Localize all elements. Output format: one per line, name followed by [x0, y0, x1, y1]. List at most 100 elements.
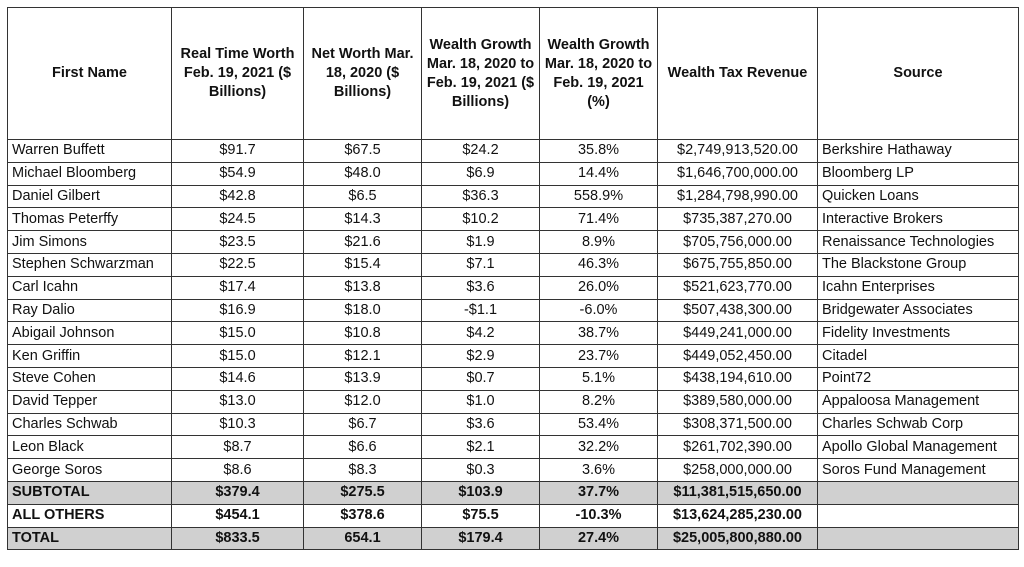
cell-net-worth: $15.4 [303, 252, 422, 277]
cell-first-name: Ray Dalio [7, 298, 172, 323]
cell-net-worth: $21.6 [303, 230, 422, 254]
cell-first-name: TOTAL [7, 526, 172, 551]
header-wealth-tax-revenue: Wealth Tax Revenue [657, 7, 818, 140]
cell-wealth-growth-billions: $10.2 [421, 207, 540, 232]
cell-wealth-growth-percent: 8.2% [539, 389, 658, 414]
cell-first-name: Carl Icahn [7, 275, 172, 300]
cell-real-time-worth: $454.1 [171, 503, 304, 528]
cell-real-time-worth: $23.5 [171, 230, 304, 254]
cell-source: Fidelity Investments [817, 321, 1019, 346]
cell-net-worth: $48.0 [303, 161, 422, 186]
cell-real-time-worth: $15.0 [171, 321, 304, 346]
cell-wealth-growth-billions: $75.5 [421, 503, 540, 528]
cell-wealth-growth-percent: 558.9% [539, 184, 658, 209]
cell-source: Soros Fund Management [817, 458, 1019, 482]
cell-real-time-worth: $14.6 [171, 366, 304, 391]
cell-real-time-worth: $24.5 [171, 207, 304, 232]
table-row: Leon Black $8.7 $6.6 $2.1 32.2% $261,702,390.… [7, 435, 1019, 460]
cell-wealth-tax-revenue: $449,241,000.00 [657, 321, 818, 346]
cell-wealth-growth-billions: $103.9 [421, 480, 540, 505]
cell-first-name: Leon Black [7, 435, 172, 460]
cell-wealth-growth-billions: $7.1 [421, 252, 540, 277]
table-row: Michael Bloomberg $54.9 $48.0 $6.9 14.4% $1,6… [7, 161, 1019, 186]
cell-source: Apollo Global Management [817, 435, 1019, 460]
cell-first-name: Michael Bloomberg [7, 161, 172, 186]
table-row: Jim Simons $23.5 $21.6 $1.9 8.9% $705,756,000… [7, 230, 1019, 254]
cell-wealth-growth-billions: $0.7 [421, 366, 540, 391]
cell-wealth-growth-percent: 3.6% [539, 458, 658, 482]
cell-wealth-growth-percent: 8.9% [539, 230, 658, 254]
cell-wealth-growth-percent: 23.7% [539, 344, 658, 368]
cell-wealth-tax-revenue: $705,756,000.00 [657, 230, 818, 254]
cell-wealth-growth-billions: $1.9 [421, 230, 540, 254]
cell-wealth-growth-billions: $0.3 [421, 458, 540, 482]
cell-wealth-tax-revenue: $13,624,285,230.00 [657, 503, 818, 528]
cell-source: Appaloosa Management [817, 389, 1019, 414]
cell-real-time-worth: $379.4 [171, 480, 304, 505]
cell-source: Berkshire Hathaway [817, 139, 1019, 163]
cell-real-time-worth: $15.0 [171, 344, 304, 368]
cell-wealth-growth-billions: $2.9 [421, 344, 540, 368]
cell-wealth-tax-revenue: $308,371,500.00 [657, 412, 818, 437]
cell-source [817, 503, 1019, 528]
cell-wealth-growth-billions: $1.0 [421, 389, 540, 414]
cell-source [817, 526, 1019, 551]
cell-real-time-worth: $10.3 [171, 412, 304, 437]
cell-wealth-tax-revenue: $261,702,390.00 [657, 435, 818, 460]
cell-net-worth: $13.9 [303, 366, 422, 391]
cell-first-name: George Soros [7, 458, 172, 482]
cell-net-worth: 654.1 [303, 526, 422, 551]
header-wealth-growth-billions: Wealth Growth Mar. 18, 2020 to Feb. 19, … [421, 7, 540, 140]
table-row: George Soros $8.6 $8.3 $0.3 3.6% $258,000,000… [7, 458, 1019, 482]
cell-net-worth: $12.1 [303, 344, 422, 368]
cell-source: Bloomberg LP [817, 161, 1019, 186]
cell-wealth-tax-revenue: $11,381,515,650.00 [657, 480, 818, 505]
cell-wealth-tax-revenue: $438,194,610.00 [657, 366, 818, 391]
cell-net-worth: $67.5 [303, 139, 422, 163]
cell-wealth-growth-percent: 27.4% [539, 526, 658, 551]
header-wealth-growth-percent: Wealth Growth Mar. 18, 2020 to Feb. 19, … [539, 7, 658, 140]
cell-wealth-tax-revenue: $2,749,913,520.00 [657, 139, 818, 163]
cell-wealth-growth-percent: 26.0% [539, 275, 658, 300]
cell-wealth-tax-revenue: $389,580,000.00 [657, 389, 818, 414]
cell-wealth-growth-percent: 5.1% [539, 366, 658, 391]
cell-real-time-worth: $91.7 [171, 139, 304, 163]
table-row: Ken Griffin $15.0 $12.1 $2.9 23.7% $449,052,4… [7, 344, 1019, 368]
cell-first-name: Stephen Schwarzman [7, 252, 172, 277]
cell-net-worth: $10.8 [303, 321, 422, 346]
cell-real-time-worth: $42.8 [171, 184, 304, 209]
cell-real-time-worth: $17.4 [171, 275, 304, 300]
cell-wealth-growth-billions: -$1.1 [421, 298, 540, 323]
cell-net-worth: $6.6 [303, 435, 422, 460]
cell-wealth-growth-percent: 46.3% [539, 252, 658, 277]
cell-real-time-worth: $13.0 [171, 389, 304, 414]
cell-first-name: ALL OTHERS [7, 503, 172, 528]
cell-real-time-worth: $54.9 [171, 161, 304, 186]
cell-net-worth: $18.0 [303, 298, 422, 323]
cell-source: The Blackstone Group [817, 252, 1019, 277]
cell-first-name: Jim Simons [7, 230, 172, 254]
cell-source: Interactive Brokers [817, 207, 1019, 232]
header-row: First Name Real Time Worth Feb. 19, 2021 … [7, 7, 1019, 140]
table-row: Carl Icahn $17.4 $13.8 $3.6 26.0% $521,623,77… [7, 275, 1019, 300]
cell-wealth-growth-billions: $6.9 [421, 161, 540, 186]
cell-real-time-worth: $8.7 [171, 435, 304, 460]
cell-source [817, 480, 1019, 505]
cell-source: Icahn Enterprises [817, 275, 1019, 300]
cell-wealth-growth-billions: $4.2 [421, 321, 540, 346]
cell-wealth-tax-revenue: $1,284,798,990.00 [657, 184, 818, 209]
header-first-name: First Name [7, 7, 172, 140]
cell-wealth-growth-percent: 35.8% [539, 139, 658, 163]
cell-source: Citadel [817, 344, 1019, 368]
cell-first-name: David Tepper [7, 389, 172, 414]
cell-wealth-growth-percent: 32.2% [539, 435, 658, 460]
cell-first-name: Steve Cohen [7, 366, 172, 391]
cell-first-name: Warren Buffett [7, 139, 172, 163]
cell-net-worth: $8.3 [303, 458, 422, 482]
cell-source: Point72 [817, 366, 1019, 391]
cell-real-time-worth: $833.5 [171, 526, 304, 551]
cell-first-name: Daniel Gilbert [7, 184, 172, 209]
cell-first-name: Charles Schwab [7, 412, 172, 437]
cell-wealth-tax-revenue: $25,005,800,880.00 [657, 526, 818, 551]
cell-source: Quicken Loans [817, 184, 1019, 209]
